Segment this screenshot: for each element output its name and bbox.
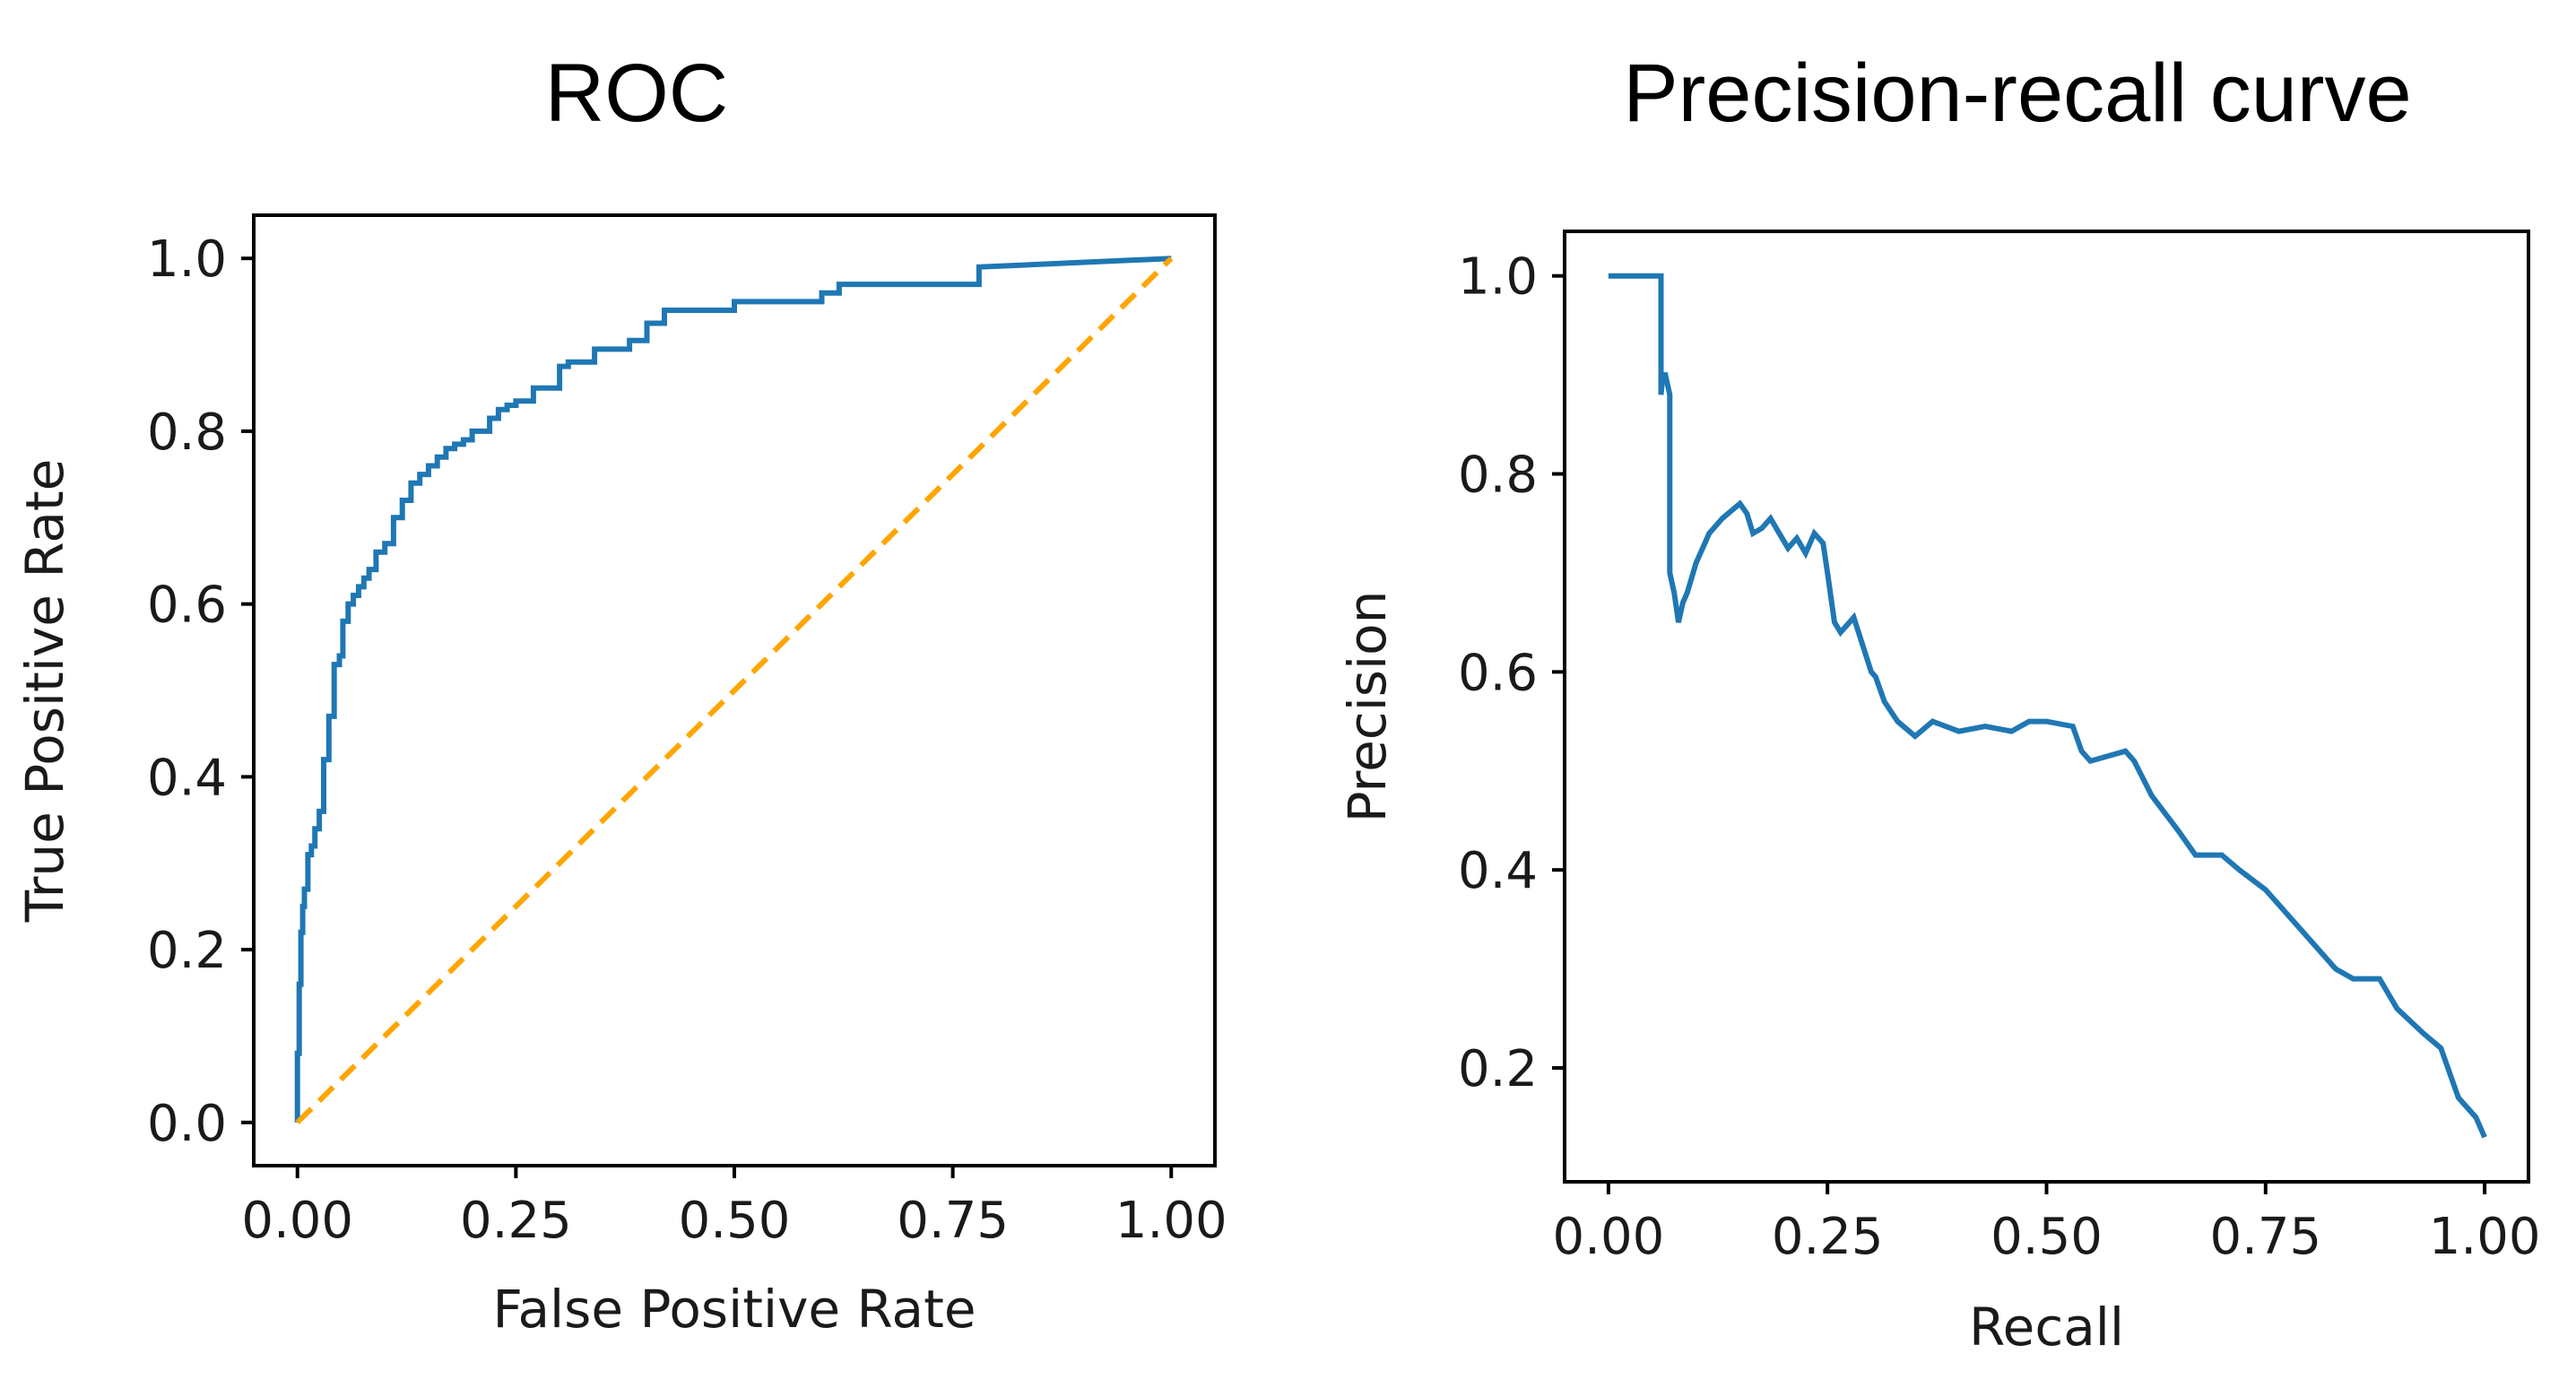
- pr-y-tick-label: 0.6: [1458, 644, 1538, 702]
- roc-x-tick-label: 0.25: [460, 1192, 572, 1250]
- pr-series-line-0: [1608, 273, 2487, 1139]
- roc-y-tick-label: 0.2: [147, 922, 227, 980]
- pr-x-axis-label: Recall: [1969, 1297, 2124, 1358]
- roc-title: ROC: [545, 48, 728, 139]
- roc-series-line-1: [295, 256, 1174, 1124]
- roc-x-axis-label: False Positive Rate: [492, 1279, 976, 1340]
- pr-plot-frame: [1563, 230, 2530, 1184]
- pr-x-tick-label: 0.25: [1772, 1208, 1884, 1266]
- pr-y-tick-label: 0.4: [1458, 842, 1538, 900]
- roc-x-tick-label: 0.50: [679, 1192, 791, 1250]
- roc-panel: ROC 0.00 0.25 0.50 0.75 1.00 0.0 0.2 0.4 0.6 0.8 1.…: [14, 48, 1227, 1340]
- roc-y-axis-label: True Positive Rate: [14, 459, 75, 924]
- pr-y-axis-label: Precision: [1337, 591, 1398, 823]
- pr-title: Precision-recall curve: [1623, 48, 2411, 139]
- precision-recall-panel: Precision-recall curve 0.00 0.25 0.50 0.75 1.…: [1337, 48, 2540, 1358]
- pr-y-tick-label: 0.8: [1458, 447, 1538, 505]
- roc-x-tick-label: 0.75: [897, 1192, 1009, 1250]
- roc-y-tick-label: 0.0: [147, 1095, 227, 1153]
- pr-y-tick-label: 0.2: [1458, 1040, 1538, 1098]
- roc-y-tick-label: 0.6: [147, 577, 227, 635]
- roc-series-line-0: [294, 256, 1172, 1123]
- roc-x-tick-label: 1.00: [1115, 1192, 1227, 1250]
- roc-y-tick-label: 1.0: [147, 230, 227, 289]
- pr-x-tick-label: 0.50: [1991, 1208, 2103, 1266]
- pr-x-tick-label: 0.00: [1553, 1208, 1665, 1266]
- roc-y-tick-label: 0.8: [147, 403, 227, 462]
- roc-x-tick-label: 0.00: [241, 1192, 353, 1250]
- roc-y-tick-label: 0.4: [147, 749, 227, 807]
- pr-x-tick-label: 1.00: [2429, 1208, 2541, 1266]
- pr-x-tick-label: 0.75: [2209, 1208, 2321, 1266]
- pr-y-tick-label: 1.0: [1458, 248, 1538, 307]
